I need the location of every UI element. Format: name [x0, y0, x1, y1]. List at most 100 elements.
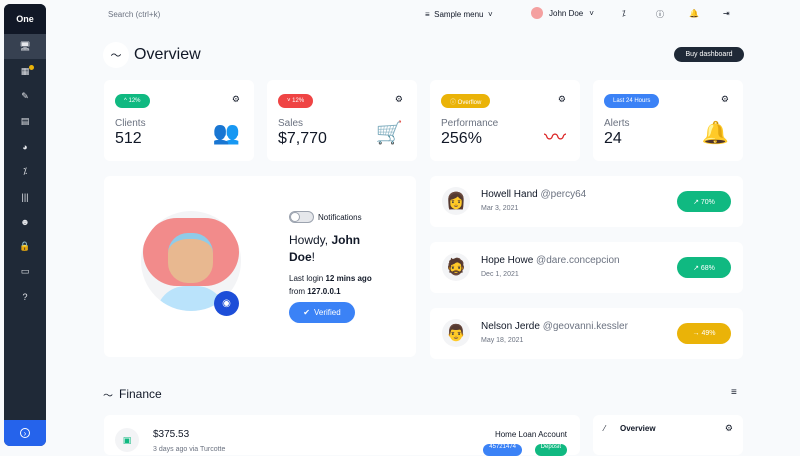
gear-icon[interactable]: ⚙ — [231, 94, 240, 104]
stat-badge: Last 24 Hours — [604, 94, 660, 108]
finance-title: Finance — [119, 387, 162, 401]
finance-transaction-card: ▣ $375.53 3 days ago via Turcotte Home L… — [104, 415, 580, 456]
users-icon: 👥 — [212, 120, 240, 145]
avatar: 🧔 — [442, 253, 470, 281]
page-title: Overview — [134, 46, 201, 63]
magic-icon[interactable]: ⁒ — [622, 9, 626, 18]
list-item: 👨 Nelson Jerde @geovanni.kessler May 18,… — [430, 308, 743, 359]
cart-icon: 🛒 — [375, 120, 403, 145]
monitor-icon: 🖥 — [19, 41, 31, 51]
person-name: Nelson Jerde @geovanni.kessler — [481, 321, 628, 332]
trending-icon: 〜 — [103, 42, 129, 68]
stat-card-alerts: Last 24 Hours ⚙ Alerts 24 🔔 — [593, 80, 743, 161]
stat-value: $7,770 — [278, 130, 327, 147]
trend-pill[interactable]: → 49% — [677, 323, 731, 344]
trend-pill[interactable]: ↗ 68% — [677, 257, 731, 278]
stat-card-performance: ⓘ Overflow ⚙ Performance 256% 〰 — [430, 80, 580, 161]
avatar: 👩 — [442, 187, 470, 215]
sidebar-item-lock[interactable]: 🔒 — [4, 234, 46, 259]
sidebar-item-user-circle[interactable]: ☻ — [4, 209, 46, 234]
person-date: May 18, 2021 — [481, 337, 524, 344]
last-login: Last login 12 mins ago from 127.0.0.1 — [289, 274, 372, 296]
type-badge: Deposit — [534, 444, 567, 456]
menu-button[interactable]: ≡ — [731, 387, 737, 398]
stat-value: 256% — [441, 130, 482, 147]
sidebar-item-edit[interactable]: ✎ — [4, 84, 46, 109]
camera-icon: ◉ — [222, 298, 231, 309]
notifications-toggle[interactable] — [289, 211, 314, 223]
person-date: Mar 3, 2021 — [481, 205, 519, 212]
chart-line-icon: 〰 — [543, 125, 566, 150]
greeting: Howdy, John Doe! — [289, 233, 361, 264]
avatar — [531, 7, 543, 19]
user-menu[interactable]: John Doe ˅ — [531, 7, 594, 19]
gear-icon[interactable]: ⚙ — [557, 94, 566, 104]
account-name: Home Loan Account — [494, 430, 567, 439]
edit-icon: ✎ — [21, 91, 29, 101]
stat-label: Sales — [278, 118, 304, 129]
trend-pill[interactable]: ↗ 70% — [677, 191, 731, 212]
stat-label: Alerts — [604, 118, 630, 129]
stat-card-sales: ˅ 12% ⚙ Sales $7,770 🛒 — [267, 80, 417, 161]
stat-label: Performance — [441, 118, 499, 129]
stat-card-clients: ^ 12% ⚙ Clients 512 👥 — [104, 80, 254, 161]
chart-icon: ⁄ — [604, 424, 606, 433]
stat-badge: ^ 12% — [115, 94, 150, 108]
stat-badge: ⓘ Overflow — [441, 94, 491, 108]
list-item: 🧔 Hope Howe @dare.concepcion Dec 1, 2021… — [430, 242, 743, 293]
sample-menu-label: Sample menu — [434, 10, 484, 19]
profile-card: ◉ Notifications Howdy, John Doe! Last lo… — [104, 176, 416, 357]
sidebar-item-palette[interactable]: ◕ — [4, 134, 46, 159]
finance-overview-card: ⁄ Overview ⚙ — [593, 415, 743, 455]
notification-dot — [29, 65, 34, 70]
transaction-amount: $375.53 — [153, 429, 190, 440]
search-input[interactable]: Search (ctrl+k) — [108, 10, 161, 19]
sidebar-item-help[interactable]: ? — [4, 284, 46, 309]
person-date: Dec 1, 2021 — [481, 271, 519, 278]
sidebar: One 🖥 ▦ ✎ ▤ ◕ ⁒ ||| ☻ 🔒 ▭? › — [4, 4, 46, 446]
gear-icon[interactable]: ⚙ — [720, 94, 729, 104]
user-circle-icon: ☻ — [20, 216, 30, 227]
help-icon[interactable]: ⓘ — [656, 10, 664, 19]
user-name: John Doe — [549, 8, 584, 18]
stat-badge: ˅ 12% — [278, 94, 314, 108]
avatar: 👨 — [442, 319, 470, 347]
check-circle-icon: ✔ — [303, 308, 310, 317]
verified-button[interactable]: ✔ Verified — [289, 302, 355, 323]
person-name: Hope Howe @dare.concepcion — [481, 255, 620, 266]
finance-icon: 〜 — [103, 391, 113, 402]
cash-plus-icon: ▣ — [115, 428, 139, 452]
lock-icon: 🔒 — [19, 241, 31, 251]
help-icon: ? — [22, 291, 28, 302]
stat-value: 512 — [115, 130, 142, 147]
person-name: Howell Hand @percy64 — [481, 189, 587, 200]
chevron-right-icon: › — [20, 428, 30, 438]
magic-wand-icon: ⁒ — [22, 166, 28, 176]
account-number-badge: 45721474 — [483, 444, 522, 456]
sidebar-item-monitor[interactable]: 🖥 — [4, 34, 46, 59]
list-item: 👩 Howell Hand @percy64 Mar 3, 2021 ↗ 70% — [430, 176, 743, 227]
bell-icon[interactable]: 🔔 — [689, 9, 699, 18]
sidebar-item-table[interactable]: ▦ — [4, 59, 46, 84]
sidebar-item-barcode[interactable]: ||| — [4, 184, 46, 209]
palette-icon: ◕ — [22, 141, 28, 152]
chevron-down-icon: ˅ — [487, 10, 493, 19]
stat-label: Clients — [115, 118, 146, 129]
buy-dashboard-button[interactable]: Buy dashboard — [674, 47, 744, 62]
bell-icon: 🔔 — [701, 120, 729, 145]
sidebar-item-card[interactable]: ▤ — [4, 109, 46, 134]
sidebar-toggle-button[interactable]: › — [4, 420, 46, 446]
menu-icon: ≡ — [425, 10, 430, 19]
stat-value: 24 — [604, 130, 622, 147]
table-icon: ▦ — [20, 66, 30, 76]
logout-icon[interactable]: ⇥ — [723, 9, 730, 18]
sidebar-item-video[interactable]: ▭ — [4, 259, 46, 284]
barcode-icon: ||| — [21, 191, 29, 202]
notifications-label: Notifications — [318, 213, 362, 222]
sidebar-item-magic-wand[interactable]: ⁒ — [4, 159, 46, 184]
camera-button[interactable]: ◉ — [214, 291, 239, 316]
gear-icon[interactable]: ⚙ — [394, 94, 403, 104]
sample-menu[interactable]: ≡ Sample menu ˅ — [425, 10, 493, 19]
card-icon: ▤ — [20, 116, 30, 126]
gear-icon[interactable]: ⚙ — [724, 423, 733, 433]
